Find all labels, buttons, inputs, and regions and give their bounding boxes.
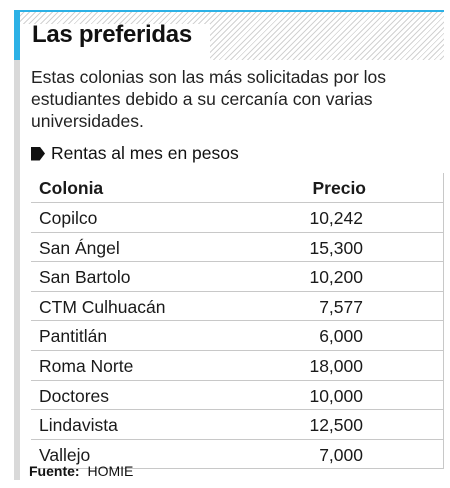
table-row: Lindavista 12,500 <box>31 410 443 440</box>
header-top-rule <box>14 10 444 12</box>
table-header-row: Colonia Precio <box>31 173 443 203</box>
header-accent-bar <box>14 10 20 60</box>
table-row: Doctores 10,000 <box>31 381 443 411</box>
table-row: San Ángel 15,300 <box>31 233 443 263</box>
precio-cell: 18,000 <box>309 355 363 376</box>
precio-cell: 10,000 <box>309 385 363 406</box>
header-colonia: Colonia <box>39 178 104 198</box>
rent-table: Colonia Precio Copilco 10,242 San Ángel … <box>31 173 444 470</box>
header-banner <box>14 10 444 60</box>
colonia-cell: Vallejo <box>39 444 91 465</box>
table-row: CTM Culhuacán 7,577 <box>31 292 443 322</box>
table-row: Vallejo 7,000 <box>31 440 443 470</box>
precio-cell: 10,242 <box>309 208 363 228</box>
colonia-cell: Lindavista <box>39 415 118 436</box>
colonia-cell: Doctores <box>39 385 110 406</box>
table-subtitle: Rentas al mes en pesos <box>31 143 239 164</box>
colonia-cell: CTM Culhuacán <box>39 296 166 317</box>
precio-cell: 15,300 <box>309 237 363 258</box>
colonia-cell: Copilco <box>39 208 98 228</box>
precio-cell: 7,000 <box>319 444 363 465</box>
table-subtitle-label: Rentas al mes en pesos <box>51 143 239 163</box>
table-row: San Bartolo 10,200 <box>31 262 443 292</box>
table-row: Roma Norte 18,000 <box>31 351 443 381</box>
page-title: Las preferidas <box>32 21 192 48</box>
precio-cell: 12,500 <box>309 415 363 436</box>
source-label: Fuente: <box>29 463 80 479</box>
source-note: Fuente: HOMIE <box>29 463 133 479</box>
left-side-rule <box>14 60 20 480</box>
intro-text: Estas colonias son las más solicitadas p… <box>31 67 387 131</box>
title-background <box>20 24 210 60</box>
table-row: Pantitlán 6,000 <box>31 321 443 351</box>
precio-cell: 10,200 <box>309 267 363 288</box>
colonia-cell: San Bartolo <box>39 267 131 288</box>
colonia-cell: Roma Norte <box>39 355 134 376</box>
colonia-cell: San Ángel <box>39 237 120 258</box>
table-row: Copilco 10,242 <box>31 203 443 233</box>
colonia-cell: Pantitlán <box>39 326 108 347</box>
precio-cell: 6,000 <box>319 326 363 347</box>
precio-cell: 7,577 <box>319 296 363 317</box>
header-precio: Precio <box>312 178 367 198</box>
arrow-tag-icon <box>31 146 45 161</box>
source-value: HOMIE <box>87 463 134 479</box>
